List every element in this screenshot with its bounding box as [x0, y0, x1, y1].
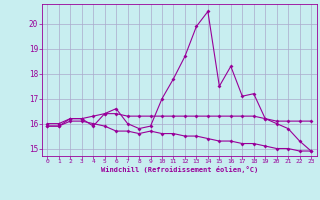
X-axis label: Windchill (Refroidissement éolien,°C): Windchill (Refroidissement éolien,°C) [100, 166, 258, 173]
